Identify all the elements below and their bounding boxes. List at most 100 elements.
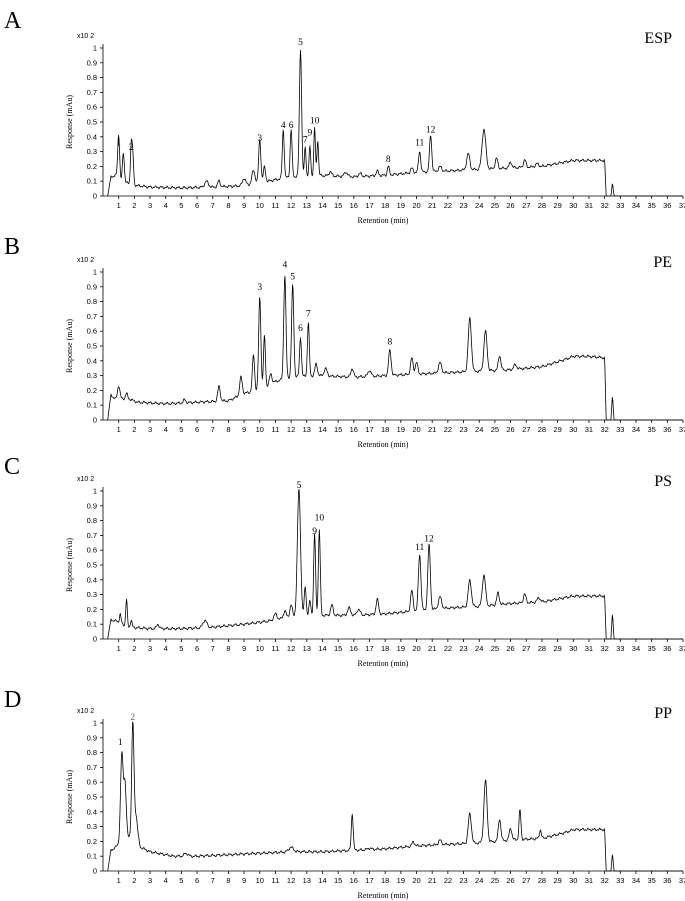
panel-d-x-tick-label: 34 [632,876,640,885]
panel-c-chromatogram-trace [107,488,683,640]
panel-c-x-tick-label: 10 [256,644,264,653]
panel-d-x-tick-label: 32 [600,876,608,885]
panel-b-x-tick-label: 20 [412,425,420,434]
panel-a-peak-label: 8 [386,155,391,165]
panel-d-y-tick-label: 0.9 [87,733,97,742]
panel-c-x-tick-label: 8 [226,644,230,653]
panel-a-y-multiplier: x10 2 [77,33,94,40]
panel-a-letter: A [4,8,22,34]
panel-a-x-axis-label: Retention (min) [358,216,409,225]
panel-a-sample-label: ESP [644,30,672,47]
panel-b-x-tick-label: 8 [226,425,230,434]
panel-c-y-tick-label: 1 [93,487,97,496]
panel-c-x-tick-label: 30 [569,644,577,653]
panel-a-x-tick-label: 10 [256,201,264,210]
panel-d-x-tick-label: 31 [585,876,593,885]
panel-b-x-tick-label: 24 [475,425,483,434]
panel-a-y-tick-label: 0.6 [87,103,97,112]
panel-d-y-tick-label: 0.7 [87,763,97,772]
panel-d-x-tick-label: 27 [522,876,530,885]
panel-c-x-tick-label: 23 [459,644,467,653]
panel-d-y-tick-label: 0.8 [87,748,97,757]
panel-a-x-tick-label: 24 [475,201,483,210]
panel-a-peak-label: 7 [303,136,308,146]
panel-d-x-tick-label: 21 [428,876,436,885]
panel-b-x-tick-label: 37 [679,425,685,434]
panel-a-x-tick-label: 32 [600,201,608,210]
panel-d-x-tick-label: 13 [303,876,311,885]
panel-a-x-tick-label: 33 [616,201,624,210]
panel-b-y-tick-label: 0.6 [87,327,97,336]
panel-d-x-tick-label: 10 [256,876,264,885]
panel-c-x-tick-label: 7 [211,644,215,653]
panel-a-chromatogram-trace [107,49,683,197]
panel-c-x-tick-label: 11 [272,644,280,653]
panel-a-x-tick-label: 36 [663,201,671,210]
panel-c-sample-label: PS [654,473,672,490]
panel-b-x-tick-label: 13 [303,425,311,434]
panel-c-x-axis-label: Retention (min) [358,659,409,668]
panel-a-x-tick-label: 29 [553,201,561,210]
panel-c-x-tick-label: 2 [132,644,136,653]
panel-c-y-multiplier: x10 2 [77,476,94,483]
panel-b-peak-label: 8 [387,338,392,348]
panel-c-x-tick-label: 21 [428,644,436,653]
panel-d-y-axis-label: Response (mAu) [65,770,74,824]
panel-b-y-tick-label: 0.4 [87,356,97,365]
panel-c-x-tick-label: 4 [164,644,168,653]
panel-b-y-tick-label: 0.3 [87,371,97,380]
panel-b-y-tick-label: 0.5 [87,342,97,351]
panel-b-chromatogram-trace [107,275,683,421]
panel-b-x-tick-label: 12 [287,425,295,434]
panel-d-x-tick-label: 19 [397,876,405,885]
panel-c-x-tick-label: 33 [616,644,624,653]
panel-c-x-tick-label: 36 [663,644,671,653]
panel-b-peak-label: 6 [298,324,303,334]
panel-a-x-tick-label: 25 [491,201,499,210]
panel-a-peak-label: 10 [310,116,320,126]
panel-a-x-tick-label: 3 [148,201,152,210]
panel-d-y-tick-label: 0.2 [87,837,97,846]
panel-a-y-axis-label: Response (mAu) [65,95,74,149]
panel-d-x-tick-label: 37 [679,876,685,885]
panel-c-y-tick-label: 0.8 [87,516,97,525]
panel-c-x-tick-label: 24 [475,644,483,653]
panel-a-y-tick-label: 0.1 [87,177,97,186]
panel-b-y-tick-label: 0 [93,416,97,425]
panel-b-x-tick-label: 36 [663,425,671,434]
panel-d-x-tick-label: 25 [491,876,499,885]
panel-b-x-axis-label: Retention (min) [358,440,409,449]
panel-d-y-tick-label: 0 [93,867,97,876]
panel-a-y-tick-label: 0.8 [87,73,97,82]
panel-c-x-tick-label: 35 [647,644,655,653]
panel-b-x-tick-label: 2 [132,425,136,434]
panel-b-x-tick-label: 5 [179,425,183,434]
panel-d-x-tick-label: 4 [164,876,168,885]
panel-c-x-tick-label: 34 [632,644,640,653]
panel-d-x-tick-label: 7 [211,876,215,885]
panel-c-y-tick-label: 0.6 [87,546,97,555]
panel-c-x-tick-label: 13 [303,644,311,653]
panel-b-peak-label: 3 [257,283,262,293]
panel-d-x-tick-label: 24 [475,876,483,885]
panel-a-y-tick-label: 0.3 [87,147,97,156]
panel-c-y-tick-label: 0.5 [87,561,97,570]
panel-b-x-tick-label: 31 [585,425,593,434]
panel-c-x-tick-label: 29 [553,644,561,653]
panel-a-x-tick-label: 26 [506,201,514,210]
panel-b-x-tick-label: 35 [647,425,655,434]
panel-b-x-tick-label: 25 [491,425,499,434]
panel-b-peak-label: 4 [282,261,287,271]
panel-a-x-tick-label: 5 [179,201,183,210]
panel-d-x-tick-label: 12 [287,876,295,885]
panel-b-x-tick-label: 15 [334,425,342,434]
panel-c-peak-label: 10 [315,514,325,524]
panel-a-x-tick-label: 14 [318,201,326,210]
panel-a-x-tick-label: 22 [444,201,452,210]
panel-a-peak-label: 2 [129,143,134,153]
panel-a-x-tick-label: 11 [272,201,280,210]
panel-b-y-tick-label: 1 [93,268,97,277]
panel-a-peak-label: 6 [289,121,294,131]
